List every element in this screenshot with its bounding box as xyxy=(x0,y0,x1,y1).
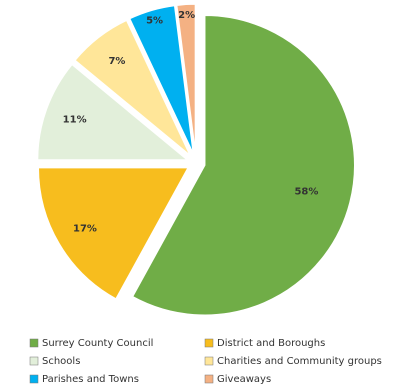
legend-label: Giveaways xyxy=(217,374,271,385)
pie-slice xyxy=(73,19,192,157)
data-label: 11% xyxy=(63,114,87,125)
legend-swatch xyxy=(204,356,214,366)
legend-swatch xyxy=(204,374,214,384)
legend-swatch xyxy=(29,374,39,384)
legend-label: District and Boroughs xyxy=(217,338,325,349)
data-label: 5% xyxy=(146,15,163,26)
data-label: 58% xyxy=(294,186,318,197)
data-label: 7% xyxy=(108,56,125,67)
legend-label: Charities and Community groups xyxy=(217,356,382,367)
pie-slice xyxy=(36,63,190,161)
legend-label: Surrey County Council xyxy=(42,338,153,349)
legend-label: Schools xyxy=(42,356,80,367)
legend-label: Parishes and Towns xyxy=(42,374,139,385)
data-label: 17% xyxy=(73,224,97,235)
legend-swatch xyxy=(204,338,214,348)
pie-slice xyxy=(131,14,356,316)
pie-slice xyxy=(37,166,190,301)
pie-slice xyxy=(128,4,195,155)
pie-slice xyxy=(175,3,197,155)
legend-swatch xyxy=(29,356,39,366)
data-label: 2% xyxy=(178,10,195,21)
legend-swatch xyxy=(29,338,39,348)
